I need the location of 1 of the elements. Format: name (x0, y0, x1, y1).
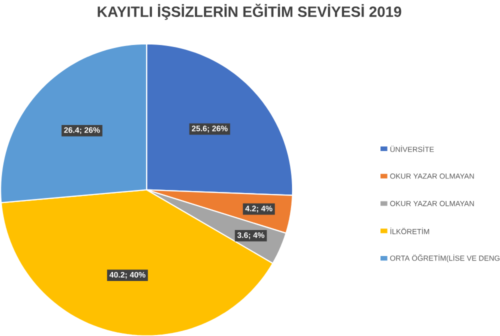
chart-title: KAYITLI İŞSİZLERİN EĞİTİM SEVİYESİ 2019 (98, 4, 402, 20)
